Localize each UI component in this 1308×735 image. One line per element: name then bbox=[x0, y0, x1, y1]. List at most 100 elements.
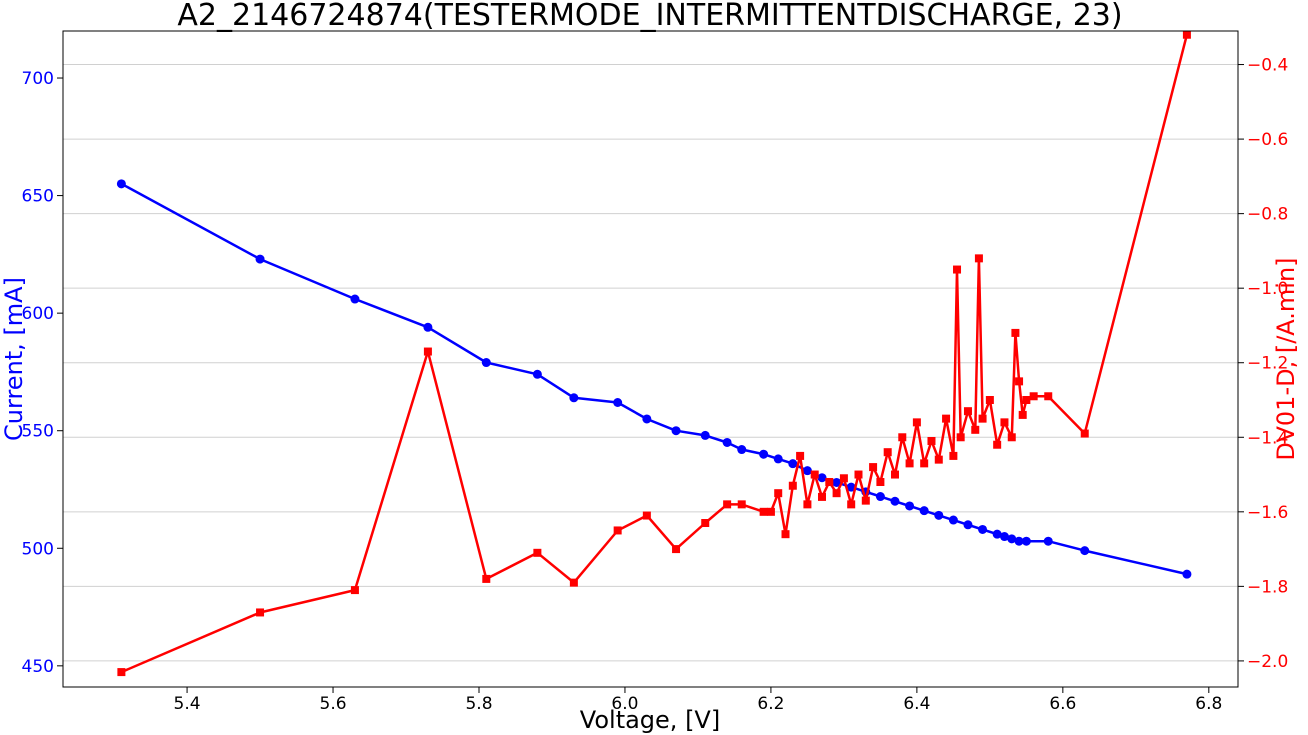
left-y-axis-label: Current, [mA] bbox=[0, 277, 28, 441]
dv01-point bbox=[942, 414, 951, 423]
x-axis: 5.4 5.6 5.8 6.0 6.2 6.4 6.6 6.8 bbox=[174, 687, 1222, 714]
left-tick-label: 700 bbox=[22, 69, 54, 89]
left-y-axis: 450 500 550 600 650 700 bbox=[22, 69, 63, 677]
x-tick-label: 6.6 bbox=[1049, 694, 1076, 714]
right-tick-label: −0.6 bbox=[1247, 130, 1288, 150]
current-point bbox=[1080, 546, 1090, 556]
current-point bbox=[934, 510, 944, 520]
plot-frame bbox=[62, 30, 1239, 688]
dv01-point bbox=[898, 433, 907, 442]
current-point bbox=[116, 179, 126, 189]
dv01-point bbox=[810, 470, 819, 479]
dv01-point bbox=[788, 481, 797, 490]
current-point bbox=[613, 397, 623, 407]
left-tick-label: 450 bbox=[22, 657, 54, 677]
dv01-point bbox=[1029, 392, 1038, 401]
current-point bbox=[948, 515, 958, 525]
right-y-axis: −2.0 −1.8 −1.6 −1.4 −1.2 −1.0 −0.8 −0.6 −0.4 bbox=[1238, 56, 1288, 672]
dv01-point bbox=[1015, 377, 1024, 386]
dv01-point bbox=[781, 530, 790, 539]
left-tick-label: 500 bbox=[22, 539, 54, 559]
left-tick-label: 550 bbox=[22, 422, 54, 442]
dv01-point bbox=[613, 526, 622, 535]
dv01-point bbox=[956, 433, 965, 442]
right-tick-label: −1.8 bbox=[1247, 577, 1288, 597]
dv01-point bbox=[869, 463, 878, 472]
current-point bbox=[1014, 536, 1024, 546]
current-point bbox=[875, 492, 885, 502]
current-point bbox=[569, 393, 579, 403]
current-point bbox=[905, 501, 915, 511]
dv01-point bbox=[832, 489, 841, 498]
current-point bbox=[423, 322, 433, 332]
current-point bbox=[759, 449, 769, 459]
current-point bbox=[788, 459, 798, 469]
current-point bbox=[832, 477, 842, 487]
chart-title: A2_2146724874(TESTERMODE_INTERMITTENTDIS… bbox=[177, 0, 1122, 33]
dv01-point bbox=[256, 608, 265, 617]
dv01-point bbox=[927, 437, 936, 445]
current-point bbox=[700, 430, 710, 440]
right-tick-label: −1.4 bbox=[1247, 428, 1288, 448]
dv01-point bbox=[1182, 30, 1191, 39]
x-tick-label: 5.4 bbox=[174, 694, 201, 714]
dv01-point bbox=[1044, 392, 1053, 401]
dv01-point bbox=[985, 396, 994, 404]
dv01-point bbox=[854, 470, 863, 479]
dv01-point bbox=[482, 574, 491, 583]
dv01-point bbox=[993, 440, 1002, 449]
dv01-line bbox=[120, 34, 1189, 674]
dv01-point bbox=[847, 500, 856, 509]
x-tick-label: 5.8 bbox=[465, 694, 492, 714]
dv01-point bbox=[839, 474, 848, 483]
current-line bbox=[120, 182, 1188, 576]
gridlines bbox=[63, 64, 1238, 662]
x-tick-label: 5.6 bbox=[320, 694, 347, 714]
current-point bbox=[817, 473, 827, 483]
dv01-point bbox=[672, 545, 681, 554]
right-tick-label: −0.4 bbox=[1247, 56, 1288, 76]
x-tick-label: 6.2 bbox=[757, 694, 784, 714]
dv01-point bbox=[423, 347, 432, 356]
left-tick-label: 600 bbox=[22, 304, 54, 324]
current-point bbox=[992, 529, 1002, 539]
right-tick-label: −1.0 bbox=[1247, 279, 1288, 299]
dv01-point bbox=[934, 455, 943, 464]
dv01-point bbox=[974, 254, 983, 263]
current-point bbox=[978, 524, 988, 534]
dv01-point bbox=[774, 489, 783, 498]
current-point bbox=[350, 294, 360, 304]
right-tick-label: −2.0 bbox=[1247, 652, 1288, 672]
current-point bbox=[846, 482, 856, 492]
dv01-point bbox=[759, 507, 768, 516]
current-series bbox=[116, 179, 1192, 579]
dv01-point bbox=[1080, 429, 1089, 438]
current-point bbox=[1043, 536, 1053, 546]
x-axis-label: Voltage, [V] bbox=[580, 706, 720, 734]
current-point bbox=[999, 532, 1009, 542]
x-tick-label: 6.4 bbox=[903, 694, 930, 714]
dv01-point bbox=[533, 548, 542, 557]
dv01-point bbox=[1018, 410, 1027, 419]
dv01-point bbox=[350, 586, 359, 595]
dv01-point bbox=[569, 578, 578, 587]
dv01-point bbox=[861, 496, 870, 505]
current-point bbox=[963, 520, 973, 530]
dv01-point bbox=[963, 407, 972, 416]
dv01-point bbox=[117, 668, 126, 677]
dv01-point bbox=[723, 500, 732, 509]
dv01-series bbox=[117, 30, 1191, 677]
dv01-point bbox=[1007, 433, 1016, 442]
current-point bbox=[671, 426, 681, 436]
right-y-axis-label: DV01-D, [/A.min] bbox=[1272, 257, 1300, 460]
dv01-point bbox=[766, 507, 775, 516]
current-point bbox=[532, 369, 542, 379]
dv01-point bbox=[701, 519, 710, 527]
right-tick-label: −0.8 bbox=[1247, 205, 1288, 225]
current-point bbox=[890, 496, 900, 506]
right-tick-label: −1.6 bbox=[1247, 503, 1288, 523]
dv01-point bbox=[876, 478, 885, 486]
dv01-point bbox=[905, 459, 914, 468]
dv01-point bbox=[1022, 396, 1031, 404]
